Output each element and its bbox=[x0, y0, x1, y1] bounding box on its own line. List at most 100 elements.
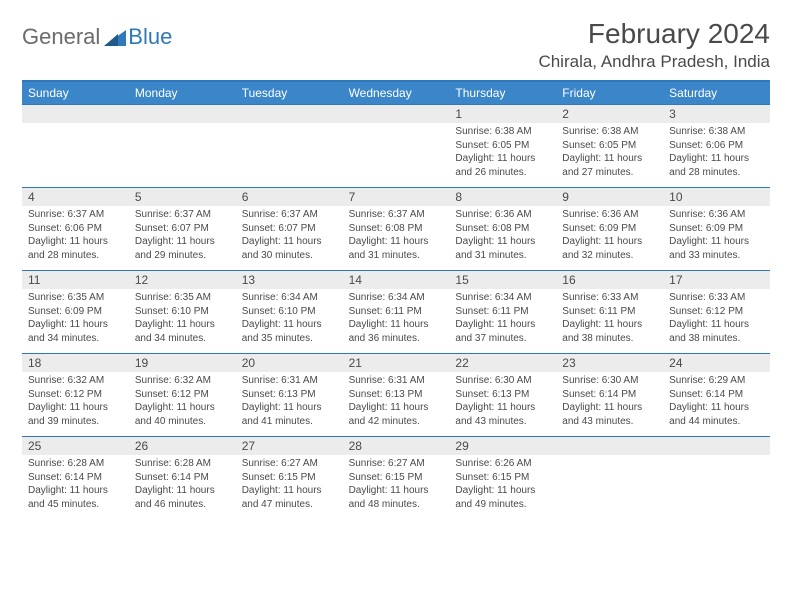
sunrise-text: Sunrise: 6:34 AM bbox=[349, 291, 444, 305]
day-number: 22 bbox=[449, 354, 556, 372]
day-number-row: 11121314151617 bbox=[22, 271, 770, 289]
sunrise-text: Sunrise: 6:33 AM bbox=[669, 291, 764, 305]
day-number: 16 bbox=[556, 271, 663, 289]
calendar-week: 45678910Sunrise: 6:37 AMSunset: 6:06 PMD… bbox=[22, 187, 770, 270]
sunrise-text: Sunrise: 6:38 AM bbox=[669, 125, 764, 139]
sunset-text: Sunset: 6:14 PM bbox=[669, 388, 764, 402]
sunset-text: Sunset: 6:06 PM bbox=[28, 222, 123, 236]
day-detail: Sunrise: 6:35 AMSunset: 6:09 PMDaylight:… bbox=[22, 289, 129, 353]
day-number: 17 bbox=[663, 271, 770, 289]
sunrise-text: Sunrise: 6:36 AM bbox=[455, 208, 550, 222]
day-detail: Sunrise: 6:26 AMSunset: 6:15 PMDaylight:… bbox=[449, 455, 556, 519]
sunset-text: Sunset: 6:11 PM bbox=[349, 305, 444, 319]
day-number: 4 bbox=[22, 188, 129, 206]
day-detail-row: Sunrise: 6:35 AMSunset: 6:09 PMDaylight:… bbox=[22, 289, 770, 353]
days-of-week-header: Sunday Monday Tuesday Wednesday Thursday… bbox=[22, 82, 770, 104]
day-number bbox=[556, 437, 663, 455]
day-number: 15 bbox=[449, 271, 556, 289]
sunrise-text: Sunrise: 6:37 AM bbox=[135, 208, 230, 222]
sunrise-text: Sunrise: 6:35 AM bbox=[135, 291, 230, 305]
sunrise-text: Sunrise: 6:28 AM bbox=[135, 457, 230, 471]
day-detail-row: Sunrise: 6:28 AMSunset: 6:14 PMDaylight:… bbox=[22, 455, 770, 519]
day-number: 8 bbox=[449, 188, 556, 206]
calendar-week: 123Sunrise: 6:38 AMSunset: 6:05 PMDaylig… bbox=[22, 104, 770, 187]
day-detail bbox=[343, 123, 450, 187]
sunrise-text: Sunrise: 6:30 AM bbox=[562, 374, 657, 388]
sunset-text: Sunset: 6:15 PM bbox=[242, 471, 337, 485]
day-detail: Sunrise: 6:27 AMSunset: 6:15 PMDaylight:… bbox=[236, 455, 343, 519]
day-number: 5 bbox=[129, 188, 236, 206]
sunset-text: Sunset: 6:14 PM bbox=[562, 388, 657, 402]
dow-saturday: Saturday bbox=[663, 82, 770, 104]
page-title: February 2024 bbox=[538, 18, 770, 50]
day-detail: Sunrise: 6:37 AMSunset: 6:06 PMDaylight:… bbox=[22, 206, 129, 270]
daylight-text: Daylight: 11 hours and 45 minutes. bbox=[28, 484, 123, 511]
day-number: 23 bbox=[556, 354, 663, 372]
sunset-text: Sunset: 6:14 PM bbox=[28, 471, 123, 485]
sunrise-text: Sunrise: 6:38 AM bbox=[455, 125, 550, 139]
daylight-text: Daylight: 11 hours and 36 minutes. bbox=[349, 318, 444, 345]
sunset-text: Sunset: 6:09 PM bbox=[28, 305, 123, 319]
sunrise-text: Sunrise: 6:29 AM bbox=[669, 374, 764, 388]
day-detail: Sunrise: 6:34 AMSunset: 6:11 PMDaylight:… bbox=[449, 289, 556, 353]
daylight-text: Daylight: 11 hours and 30 minutes. bbox=[242, 235, 337, 262]
sunset-text: Sunset: 6:11 PM bbox=[562, 305, 657, 319]
day-number: 25 bbox=[22, 437, 129, 455]
daylight-text: Daylight: 11 hours and 33 minutes. bbox=[669, 235, 764, 262]
sunrise-text: Sunrise: 6:27 AM bbox=[242, 457, 337, 471]
day-detail: Sunrise: 6:34 AMSunset: 6:11 PMDaylight:… bbox=[343, 289, 450, 353]
daylight-text: Daylight: 11 hours and 48 minutes. bbox=[349, 484, 444, 511]
day-number-row: 18192021222324 bbox=[22, 354, 770, 372]
dow-tuesday: Tuesday bbox=[236, 82, 343, 104]
header: General Blue February 2024 Chirala, Andh… bbox=[22, 18, 770, 72]
sunrise-text: Sunrise: 6:37 AM bbox=[28, 208, 123, 222]
sunrise-text: Sunrise: 6:33 AM bbox=[562, 291, 657, 305]
day-number: 28 bbox=[343, 437, 450, 455]
day-number: 10 bbox=[663, 188, 770, 206]
sunrise-text: Sunrise: 6:32 AM bbox=[28, 374, 123, 388]
title-block: February 2024 Chirala, Andhra Pradesh, I… bbox=[538, 18, 770, 72]
sunrise-text: Sunrise: 6:31 AM bbox=[349, 374, 444, 388]
day-number: 20 bbox=[236, 354, 343, 372]
sunrise-text: Sunrise: 6:36 AM bbox=[669, 208, 764, 222]
logo-text-blue: Blue bbox=[128, 24, 172, 50]
day-detail: Sunrise: 6:36 AMSunset: 6:08 PMDaylight:… bbox=[449, 206, 556, 270]
sunset-text: Sunset: 6:12 PM bbox=[669, 305, 764, 319]
daylight-text: Daylight: 11 hours and 28 minutes. bbox=[28, 235, 123, 262]
daylight-text: Daylight: 11 hours and 34 minutes. bbox=[135, 318, 230, 345]
day-number-row: 2526272829 bbox=[22, 437, 770, 455]
weeks-container: 123Sunrise: 6:38 AMSunset: 6:05 PMDaylig… bbox=[22, 104, 770, 519]
sunset-text: Sunset: 6:12 PM bbox=[28, 388, 123, 402]
location-label: Chirala, Andhra Pradesh, India bbox=[538, 52, 770, 72]
day-number: 18 bbox=[22, 354, 129, 372]
daylight-text: Daylight: 11 hours and 41 minutes. bbox=[242, 401, 337, 428]
daylight-text: Daylight: 11 hours and 40 minutes. bbox=[135, 401, 230, 428]
day-detail: Sunrise: 6:33 AMSunset: 6:11 PMDaylight:… bbox=[556, 289, 663, 353]
sunset-text: Sunset: 6:12 PM bbox=[135, 388, 230, 402]
sunset-text: Sunset: 6:11 PM bbox=[455, 305, 550, 319]
sunrise-text: Sunrise: 6:38 AM bbox=[562, 125, 657, 139]
day-detail bbox=[556, 455, 663, 519]
dow-sunday: Sunday bbox=[22, 82, 129, 104]
daylight-text: Daylight: 11 hours and 37 minutes. bbox=[455, 318, 550, 345]
day-detail: Sunrise: 6:33 AMSunset: 6:12 PMDaylight:… bbox=[663, 289, 770, 353]
day-detail: Sunrise: 6:37 AMSunset: 6:07 PMDaylight:… bbox=[236, 206, 343, 270]
daylight-text: Daylight: 11 hours and 46 minutes. bbox=[135, 484, 230, 511]
sunset-text: Sunset: 6:05 PM bbox=[562, 139, 657, 153]
day-number: 9 bbox=[556, 188, 663, 206]
daylight-text: Daylight: 11 hours and 38 minutes. bbox=[669, 318, 764, 345]
sunset-text: Sunset: 6:13 PM bbox=[455, 388, 550, 402]
sunrise-text: Sunrise: 6:35 AM bbox=[28, 291, 123, 305]
day-number: 21 bbox=[343, 354, 450, 372]
day-number-row: 45678910 bbox=[22, 188, 770, 206]
day-number bbox=[343, 105, 450, 123]
daylight-text: Daylight: 11 hours and 26 minutes. bbox=[455, 152, 550, 179]
dow-thursday: Thursday bbox=[449, 82, 556, 104]
day-detail: Sunrise: 6:38 AMSunset: 6:06 PMDaylight:… bbox=[663, 123, 770, 187]
sunset-text: Sunset: 6:14 PM bbox=[135, 471, 230, 485]
sunrise-text: Sunrise: 6:28 AM bbox=[28, 457, 123, 471]
daylight-text: Daylight: 11 hours and 28 minutes. bbox=[669, 152, 764, 179]
day-number bbox=[663, 437, 770, 455]
sunset-text: Sunset: 6:13 PM bbox=[349, 388, 444, 402]
day-detail: Sunrise: 6:38 AMSunset: 6:05 PMDaylight:… bbox=[449, 123, 556, 187]
